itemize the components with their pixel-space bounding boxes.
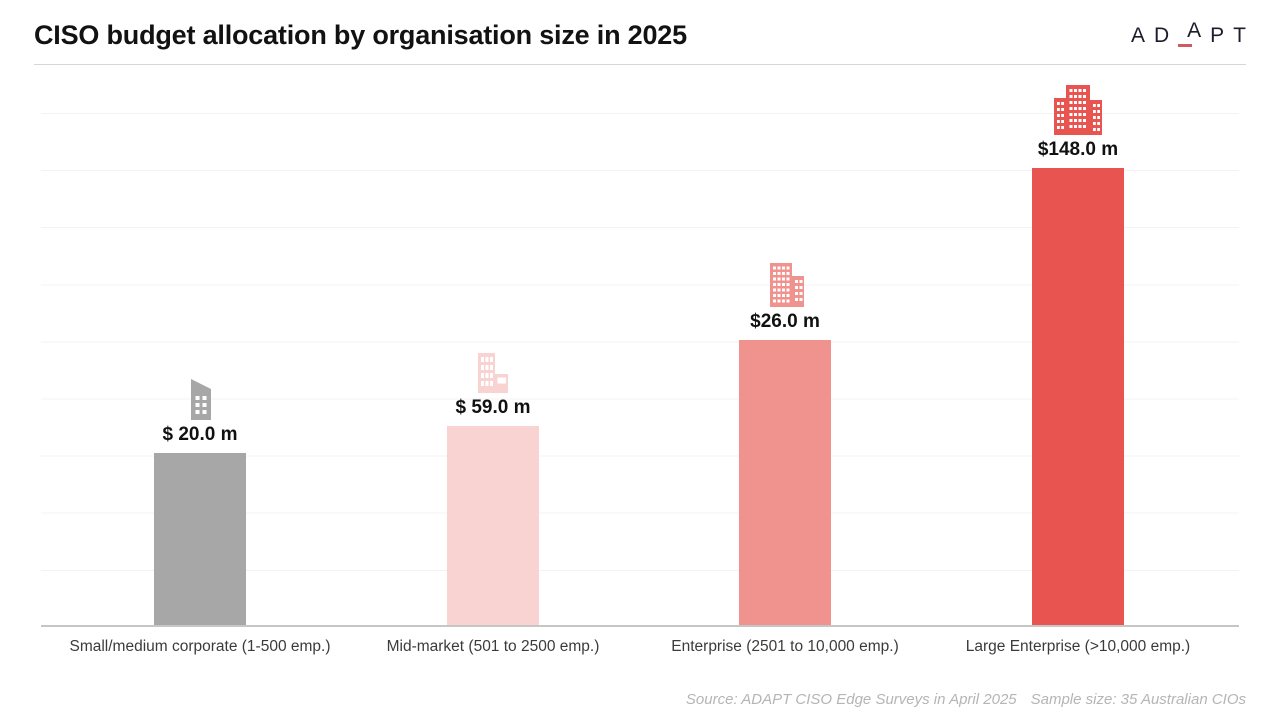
logo-letter: P [1210,23,1225,47]
logo-accent-underline [1178,44,1193,47]
header: CISO budget allocation by organisation s… [34,0,1246,51]
x-axis-labels: Small/medium corporate (1-500 emp.) Mid-… [41,627,1239,661]
x-axis-label: Large Enterprise (>10,000 emp.) [965,638,1191,655]
source-text: Source: ADAPT CISO Edge Surveys in April… [685,691,1017,708]
building-icon-small [187,376,214,420]
bar-value-label: $ 59.0 m [455,397,531,418]
bar-chart-plot-area: $ 20.0 m $ 59.0 m [41,85,1239,627]
bar-enterprise [739,340,831,625]
bar-value-label: $148.0 m [1037,139,1119,160]
bar-large-enterprise [1032,168,1124,625]
logo-letter-raised: A [1178,19,1201,47]
bar-small-medium [154,453,246,625]
bar-group-enterprise: $26.0 m [675,261,895,625]
x-axis-label: Small/medium corporate (1-500 emp.) [69,638,331,655]
building-icon-enterprise [762,261,808,307]
x-axis-label: Enterprise (2501 to 10,000 emp.) [671,638,899,655]
bar-group-large-enterprise: $148.0 m [968,85,1188,625]
chart-title: CISO budget allocation by organisation s… [34,20,687,50]
sample-size-text: Sample size: 35 Australian CIOs [1030,691,1246,708]
bar-group-small-medium: $ 20.0 m [90,376,310,625]
logo-letter: A [1130,23,1145,47]
x-axis-label: Mid-market (501 to 2500 emp.) [386,638,600,655]
bar-group-mid-market: $ 59.0 m [383,351,603,625]
bar-value-label: $ 20.0 m [162,424,238,445]
source-note: Source: ADAPT CISO Edge Surveys in April… [686,691,1246,708]
adapt-logo: A D A P T [1122,19,1246,48]
building-icon-mid [472,351,514,393]
logo-letter: T [1233,23,1246,47]
bar-mid-market [447,426,539,625]
logo-letter: D [1153,23,1170,47]
header-divider [34,64,1246,65]
bar-value-label: $26.0 m [750,311,820,332]
building-icon-large-enterprise [1050,85,1106,135]
